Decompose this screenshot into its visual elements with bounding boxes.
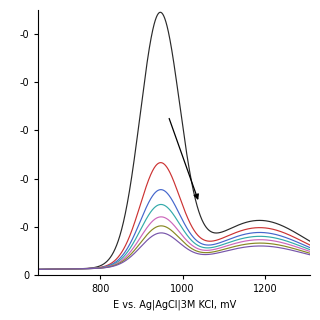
X-axis label: E vs. Ag|AgCl|3M KCl, mV: E vs. Ag|AgCl|3M KCl, mV (113, 300, 236, 310)
